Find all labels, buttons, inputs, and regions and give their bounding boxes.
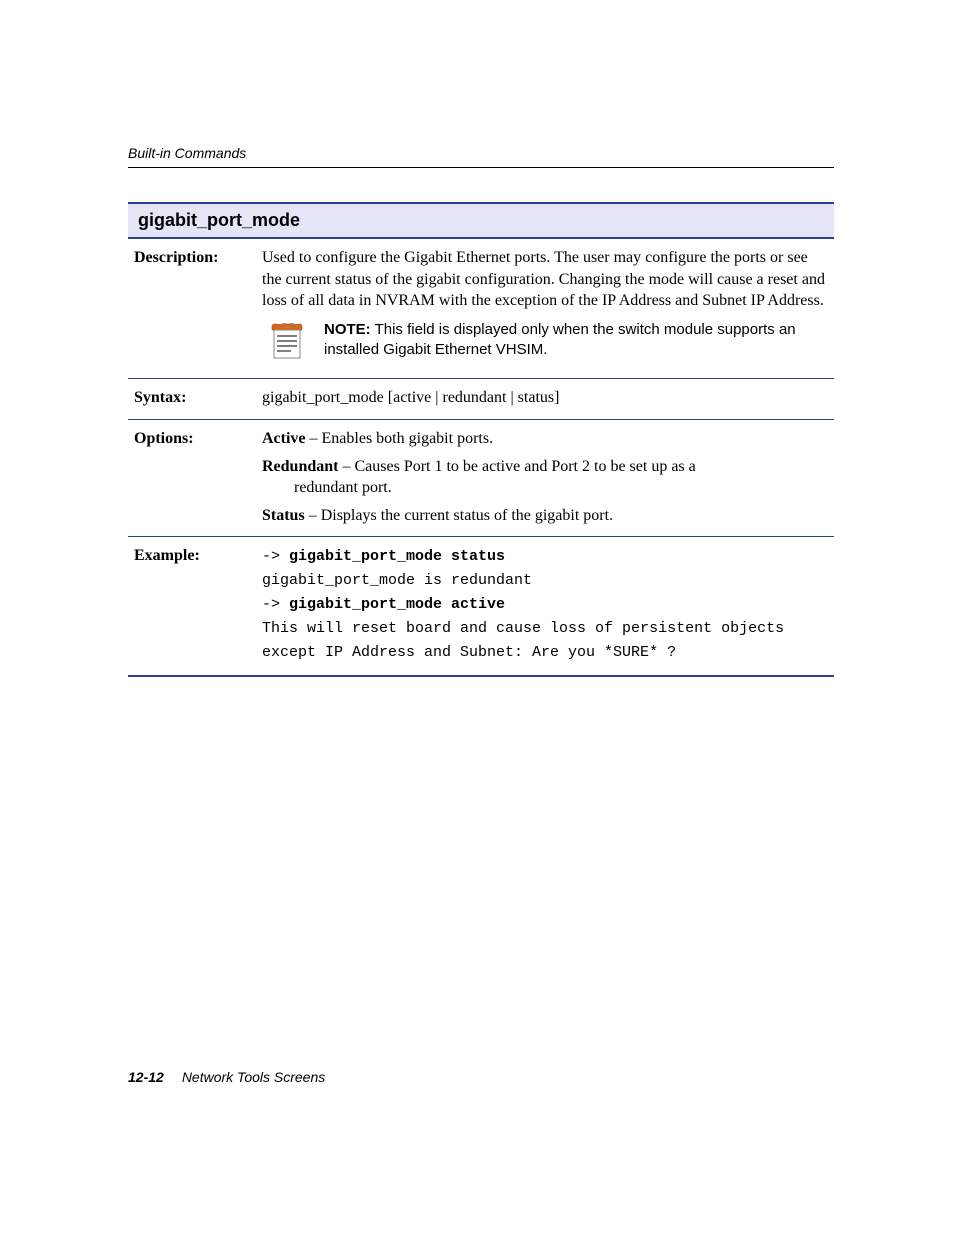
page: Built-in Commands gigabit_port_mode Desc…: [0, 0, 954, 1235]
option-name: Active: [262, 430, 306, 447]
option-redundant: Redundant – Causes Port 1 to be active a…: [262, 456, 828, 499]
note-label: NOTE:: [324, 321, 371, 338]
label-description: Description:: [134, 247, 262, 368]
note-box: NOTE: This field is displayed only when …: [262, 320, 828, 369]
label-example: Example:: [134, 545, 262, 665]
command-table: gigabit_port_mode Description: Used to c…: [128, 202, 834, 677]
value-description: Used to configure the Gigabit Ethernet p…: [262, 247, 828, 368]
option-name: Redundant: [262, 458, 338, 475]
option-name: Status: [262, 507, 305, 524]
label-options: Options:: [134, 428, 262, 526]
running-head: Built-in Commands: [128, 145, 834, 168]
value-syntax: gigabit_port_mode [active | redundant | …: [262, 387, 828, 409]
example-line-4: This will reset board and cause loss of …: [262, 617, 828, 665]
example-cmd: gigabit_port_mode active: [289, 596, 505, 613]
option-desc: Displays the current status of the gigab…: [321, 507, 613, 524]
note-body: This field is displayed only when the sw…: [324, 321, 796, 358]
row-example: Example: -> gigabit_port_mode status gig…: [128, 537, 834, 677]
row-syntax: Syntax: gigabit_port_mode [active | redu…: [128, 379, 834, 420]
footer-section: Network Tools Screens: [182, 1069, 325, 1085]
example-cmd: gigabit_port_mode status: [289, 548, 505, 565]
page-footer: 12-12 Network Tools Screens: [128, 1069, 325, 1085]
example-line-3: -> gigabit_port_mode active: [262, 593, 828, 617]
option-sep: –: [306, 430, 322, 447]
description-text: Used to configure the Gigabit Ethernet p…: [262, 247, 828, 312]
note-icon: [268, 322, 306, 369]
option-status: Status – Displays the current status of …: [262, 505, 828, 527]
label-syntax: Syntax:: [134, 387, 262, 409]
option-desc: Causes Port 1 to be active and Port 2 to…: [354, 458, 695, 475]
value-example: -> gigabit_port_mode status gigabit_port…: [262, 545, 828, 665]
option-active: Active – Enables both gigabit ports.: [262, 428, 828, 450]
command-title: gigabit_port_mode: [128, 204, 834, 239]
prompt: ->: [262, 548, 289, 565]
option-sep: –: [305, 507, 321, 524]
note-text: NOTE: This field is displayed only when …: [324, 320, 828, 361]
value-options: Active – Enables both gigabit ports. Red…: [262, 428, 828, 526]
prompt: ->: [262, 596, 289, 613]
row-description: Description: Used to configure the Gigab…: [128, 239, 834, 379]
row-options: Options: Active – Enables both gigabit p…: [128, 420, 834, 537]
option-desc: Enables both gigabit ports.: [322, 430, 494, 447]
option-sep: –: [338, 458, 354, 475]
example-line-1: -> gigabit_port_mode status: [262, 545, 828, 569]
option-desc-cont: redundant port.: [262, 477, 828, 499]
example-line-2: gigabit_port_mode is redundant: [262, 569, 828, 593]
page-number: 12-12: [128, 1069, 164, 1085]
